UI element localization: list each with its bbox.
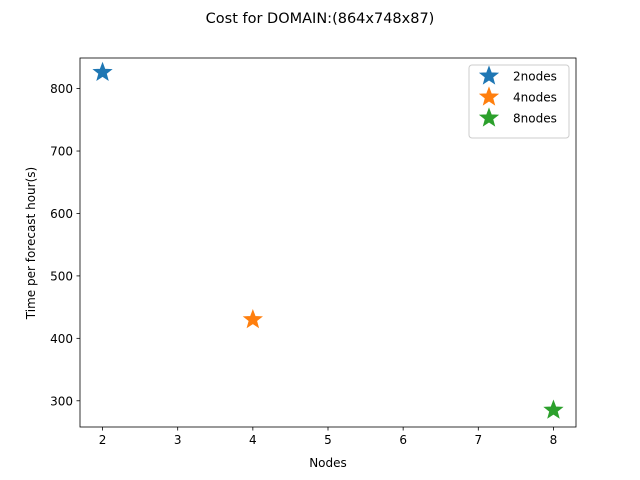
legend-marker-8nodes <box>478 107 500 127</box>
data-point-4nodes <box>242 308 263 329</box>
y-tick-label: 600 <box>50 207 73 221</box>
x-tick-label: 8 <box>550 433 558 447</box>
x-axis-label: Nodes <box>309 456 347 470</box>
y-tick-label: 300 <box>50 394 73 408</box>
data-point-2nodes <box>92 61 113 81</box>
legend-marker-2nodes <box>478 65 500 85</box>
y-tick-label: 800 <box>50 82 73 96</box>
x-tick-label: 2 <box>99 433 107 447</box>
legend-label: 4nodes <box>513 91 557 105</box>
x-tick-label: 4 <box>249 433 257 447</box>
x-tick-label: 7 <box>474 433 482 447</box>
x-tick-label: 5 <box>324 433 332 447</box>
y-tick-label: 500 <box>50 269 73 283</box>
x-tick-label: 3 <box>174 433 182 447</box>
legend-label: 2nodes <box>513 70 557 84</box>
y-tick-label: 400 <box>50 332 73 346</box>
y-tick-label: 700 <box>50 145 73 159</box>
legend-marker-4nodes <box>478 86 500 106</box>
x-tick-label: 6 <box>399 433 407 447</box>
chart-title: Cost for DOMAIN:(864x748x87) <box>206 11 435 27</box>
y-axis-label: Time per forecast hour(s) <box>24 167 38 320</box>
legend: 2nodes 4nodes 8nodes <box>468 64 570 139</box>
plot-area: 2 3 4 5 6 7 8 300 400 500 600 700 800 <box>50 57 577 447</box>
legend-label: 8nodes <box>513 112 557 126</box>
data-point-8nodes <box>543 399 564 419</box>
